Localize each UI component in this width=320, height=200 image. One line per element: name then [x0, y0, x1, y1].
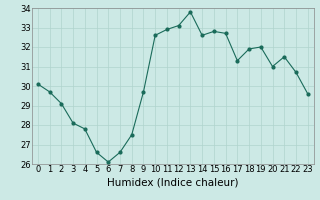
X-axis label: Humidex (Indice chaleur): Humidex (Indice chaleur)	[107, 177, 238, 187]
